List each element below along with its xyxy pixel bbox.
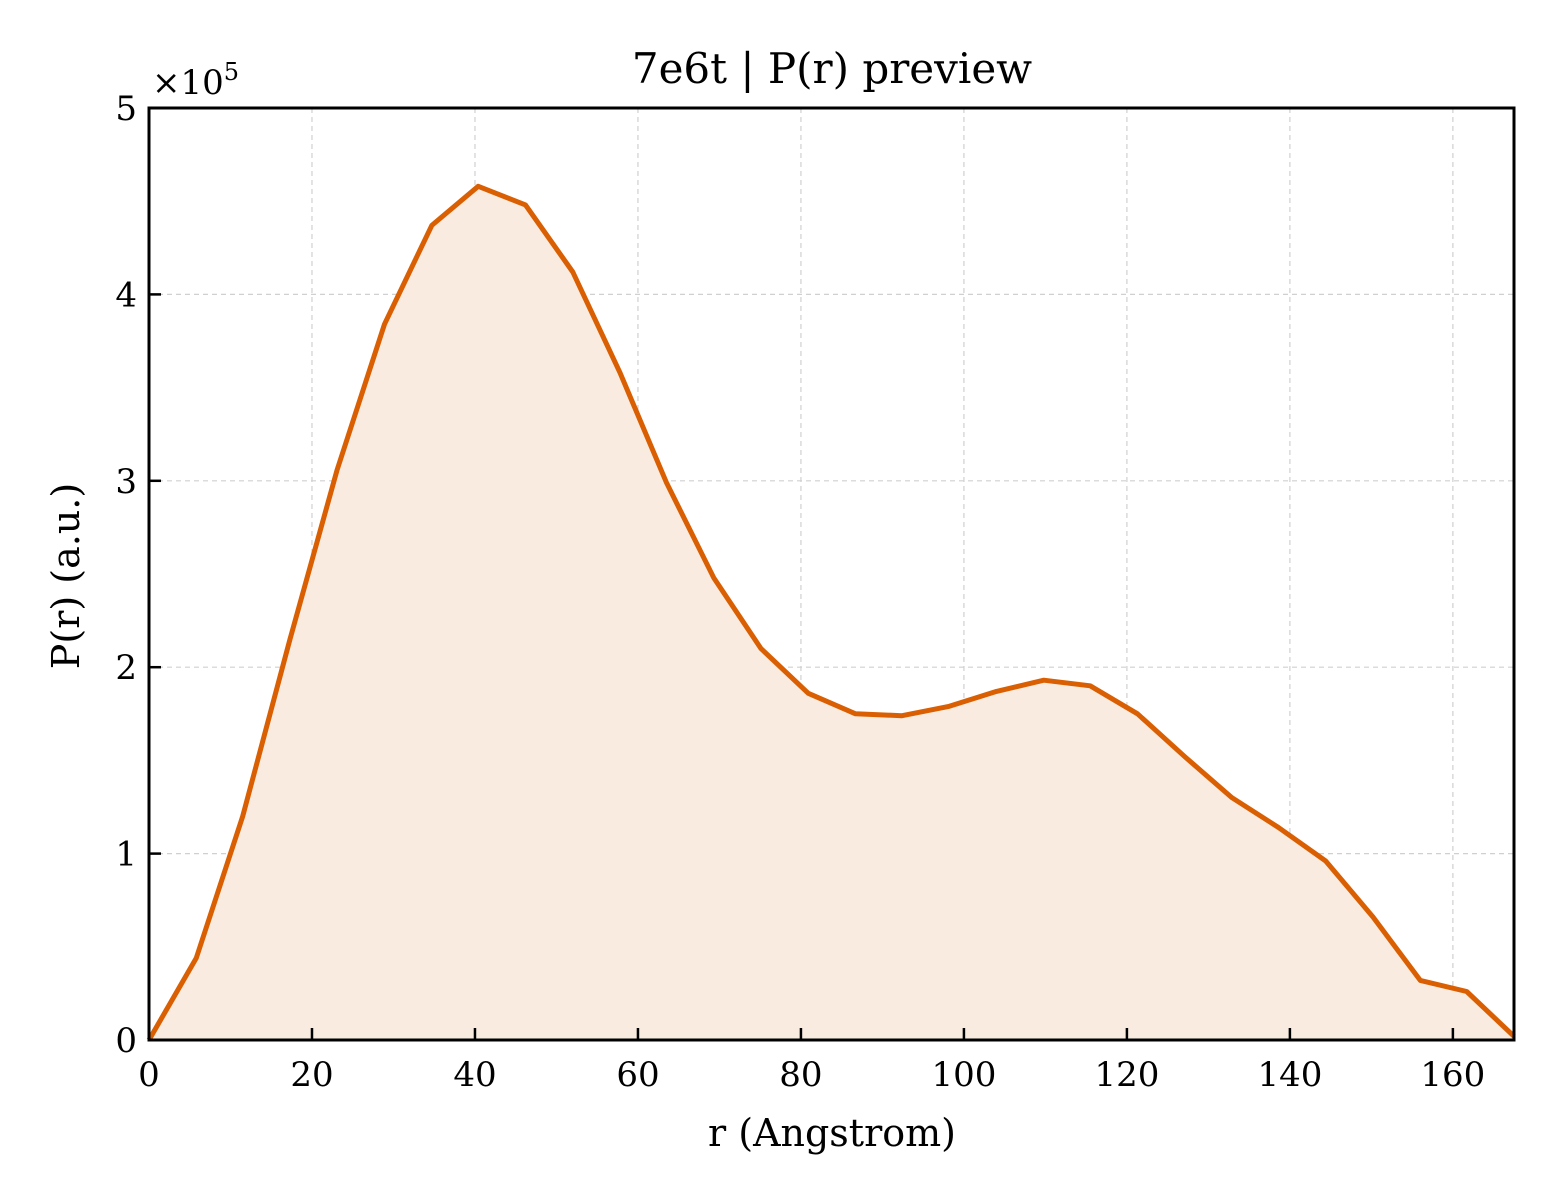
- x-axis-label: r (Angstrom): [708, 1111, 956, 1155]
- y-tick-label: 1: [115, 835, 137, 875]
- x-tick-label: 140: [1257, 1055, 1322, 1095]
- y-tick-label: 0: [115, 1021, 137, 1061]
- x-tick-label: 40: [453, 1055, 496, 1095]
- area-fill: [149, 186, 1514, 1041]
- y-multiplier: ×105: [152, 58, 239, 103]
- chart-title: 7e6t | P(r) preview: [632, 44, 1032, 93]
- x-tick-label: 80: [779, 1055, 822, 1095]
- x-tick-label: 20: [290, 1055, 333, 1095]
- y-tick-label: 2: [115, 648, 137, 688]
- pr-series-line: [146, 183, 1516, 1042]
- x-tick-label: 160: [1420, 1055, 1485, 1095]
- y-tick-label: 5: [115, 89, 137, 129]
- y-axis-label: P(r) (a.u.): [44, 483, 88, 669]
- x-tick-label: 120: [1094, 1055, 1159, 1095]
- x-tick-label: 0: [138, 1055, 160, 1095]
- y-multiplier-base: ×10: [152, 63, 224, 103]
- y-tick-label: 4: [115, 275, 137, 315]
- y-multiplier-exponent: 5: [224, 58, 239, 86]
- y-tick-label: 3: [115, 462, 137, 502]
- x-tick-label: 60: [616, 1055, 659, 1095]
- plot-frame: [147, 106, 1516, 1042]
- ticks: [147, 106, 1455, 1042]
- x-tick-label: 100: [931, 1055, 996, 1095]
- x-tick-labels: 0 20 40 60 80 100 120 140 160: [138, 1055, 1485, 1095]
- y-tick-labels: 0 1 2 3 4 5: [115, 89, 137, 1061]
